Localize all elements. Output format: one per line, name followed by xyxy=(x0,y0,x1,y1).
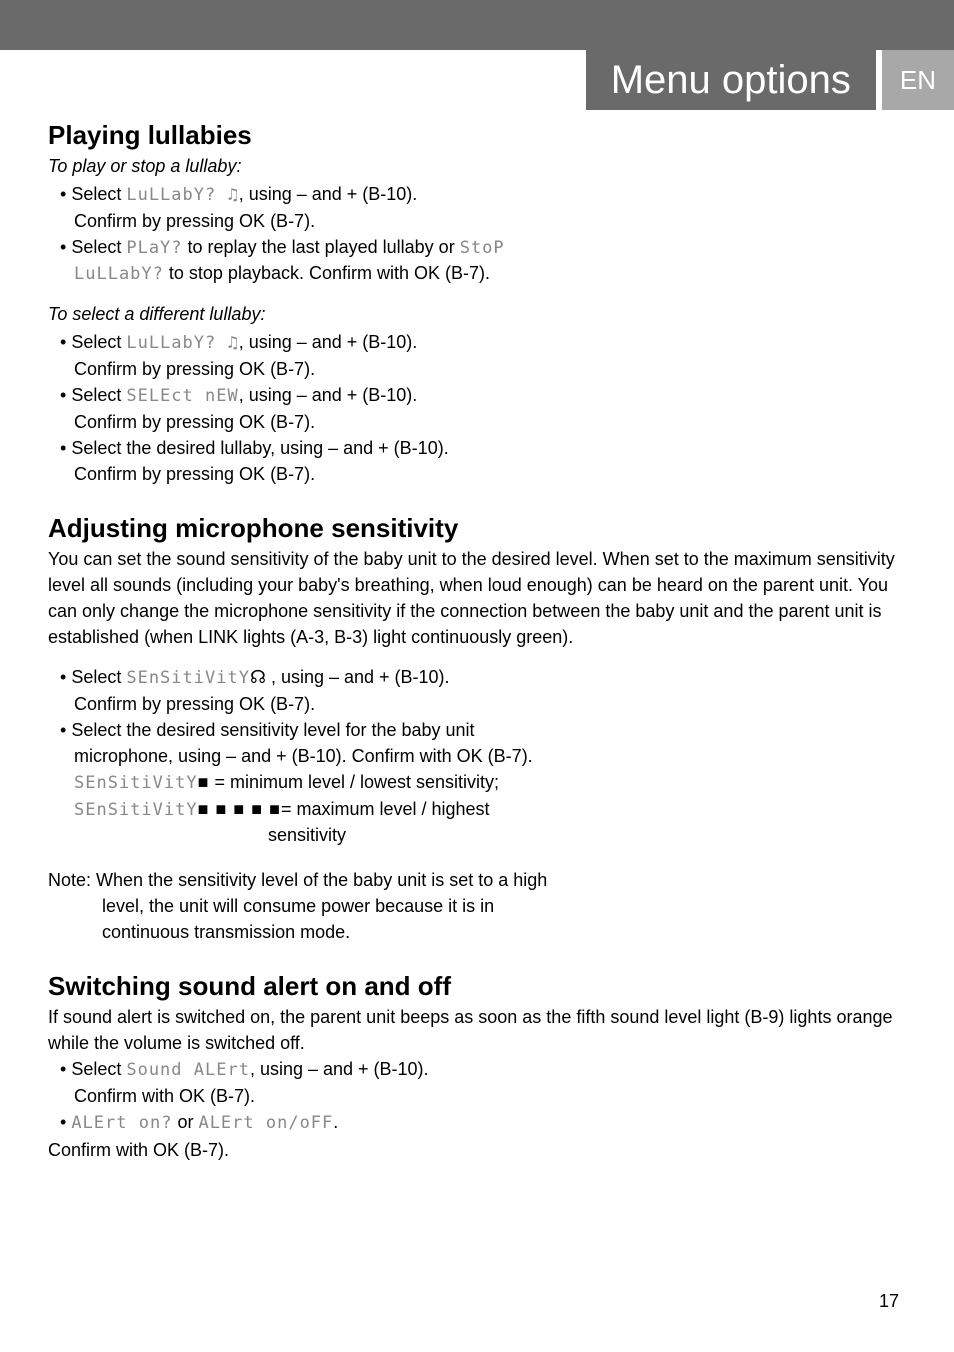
segment-display: SEnSitiVitY xyxy=(126,668,250,688)
language-badge: EN xyxy=(882,50,954,110)
segment-display: ALErt on/oFF xyxy=(198,1113,333,1133)
header-row: Menu options EN xyxy=(0,50,954,110)
text: SEnSitiVitY■ = minimum level / lowest se… xyxy=(74,769,914,796)
segment-display: SEnSitiVitY xyxy=(74,800,198,820)
text: sensitivity xyxy=(48,822,914,848)
list-item: ALErt on? or ALErt on/oFF. xyxy=(48,1109,914,1136)
text: = minimum level / lowest sensitivity; xyxy=(209,772,499,792)
text: Select xyxy=(71,385,126,405)
heading-sensitivity: Adjusting microphone sensitivity xyxy=(48,513,914,544)
mic-icon: ☊ xyxy=(250,667,266,687)
text: Select xyxy=(71,237,126,257)
list-item: Select LuLLabY? ♫, using – and + (B-10).… xyxy=(48,181,914,234)
segment-display: SELEct nEW xyxy=(126,386,238,406)
list-item: Select SELEct nEW, using – and + (B-10).… xyxy=(48,382,914,435)
subheading-select-different: To select a different lullaby: xyxy=(48,301,914,327)
list-sensitivity: Select SEnSitiVitY☊ , using – and + (B-1… xyxy=(48,664,914,822)
note: Note: When the sensitivity level of the … xyxy=(48,867,914,893)
text: , using – and + (B-10). xyxy=(266,667,450,687)
note-label: Note: xyxy=(48,870,91,890)
text: or xyxy=(172,1112,198,1132)
text: , using – and + (B-10). xyxy=(239,332,418,352)
list-item: Select PLaY? to replay the last played l… xyxy=(48,234,914,287)
text: Confirm by pressing OK (B-7). xyxy=(74,461,914,487)
text: Select the desired lullaby, using – and … xyxy=(71,438,448,458)
segment-display: StoP xyxy=(460,238,505,258)
list-item: Select the desired sensitivity level for… xyxy=(48,717,914,822)
text: When the sensitivity level of the baby u… xyxy=(96,870,547,890)
content-area: Playing lullabies To play or stop a lull… xyxy=(0,110,954,1183)
text: Confirm with OK (B-7). xyxy=(74,1083,914,1109)
text: Confirm by pressing OK (B-7). xyxy=(74,691,914,717)
list-item: Select Sound ALErt, using – and + (B-10)… xyxy=(48,1056,914,1109)
segment-display: ALErt on? xyxy=(71,1113,172,1133)
page-title: Menu options xyxy=(586,50,876,110)
page-number: 17 xyxy=(879,1291,899,1312)
list-item: Select SEnSitiVitY☊ , using – and + (B-1… xyxy=(48,664,914,717)
alert-body: If sound alert is switched on, the paren… xyxy=(48,1004,914,1056)
text: Select xyxy=(71,667,126,687)
heading-lullabies: Playing lullabies xyxy=(48,120,914,151)
list-item: Select LuLLabY? ♫, using – and + (B-10).… xyxy=(48,329,914,382)
heading-alert: Switching sound alert on and off xyxy=(48,971,914,1002)
sensitivity-body: You can set the sound sensitivity of the… xyxy=(48,546,914,650)
text: Confirm by pressing OK (B-7). xyxy=(74,409,914,435)
list-lullabies-1: Select LuLLabY? ♫, using – and + (B-10).… xyxy=(48,181,914,287)
header-spacer xyxy=(0,50,586,110)
top-bar xyxy=(0,0,954,50)
text: microphone, using – and + (B-10). Confir… xyxy=(74,743,914,769)
list-lullabies-2: Select LuLLabY? ♫, using – and + (B-10).… xyxy=(48,329,914,487)
text: continuous transmission mode. xyxy=(48,919,914,945)
text: to stop playback. Confirm with OK (B-7). xyxy=(164,263,490,283)
segment-display: SEnSitiVitY xyxy=(74,773,198,793)
segment-display: LuLLabY? ♫ xyxy=(126,185,238,205)
list-item: Select the desired lullaby, using – and … xyxy=(48,435,914,487)
segment-display: Sound ALErt xyxy=(126,1060,250,1080)
text: = maximum level / highest xyxy=(281,799,490,819)
text: LuLLabY? to stop playback. Confirm with … xyxy=(74,260,914,287)
text: , using – and + (B-10). xyxy=(239,184,418,204)
level-blocks-min: ■ xyxy=(198,772,210,792)
subheading-play-stop: To play or stop a lullaby: xyxy=(48,153,914,179)
text: Select the desired sensitivity level for… xyxy=(71,720,474,740)
text: Select xyxy=(71,1059,126,1079)
text: Select xyxy=(71,332,126,352)
segment-display: PLaY? xyxy=(126,238,182,258)
text: SEnSitiVitY■ ■ ■ ■ ■= maximum level / hi… xyxy=(74,796,914,823)
text: Select xyxy=(71,184,126,204)
text: level, the unit will consume power becau… xyxy=(48,893,914,919)
text: Confirm by pressing OK (B-7). xyxy=(74,356,914,382)
list-alert: Select Sound ALErt, using – and + (B-10)… xyxy=(48,1056,914,1135)
text: to replay the last played lullaby or xyxy=(183,237,460,257)
text: , using – and + (B-10). xyxy=(239,385,418,405)
text: . xyxy=(333,1112,338,1132)
segment-display: LuLLabY? ♫ xyxy=(126,333,238,353)
alert-confirm: Confirm with OK (B-7). xyxy=(48,1137,914,1163)
segment-display: LuLLabY? xyxy=(74,264,164,284)
level-blocks-max: ■ ■ ■ ■ ■ xyxy=(198,799,281,819)
text: Confirm by pressing OK (B-7). xyxy=(74,208,914,234)
text: , using – and + (B-10). xyxy=(250,1059,429,1079)
